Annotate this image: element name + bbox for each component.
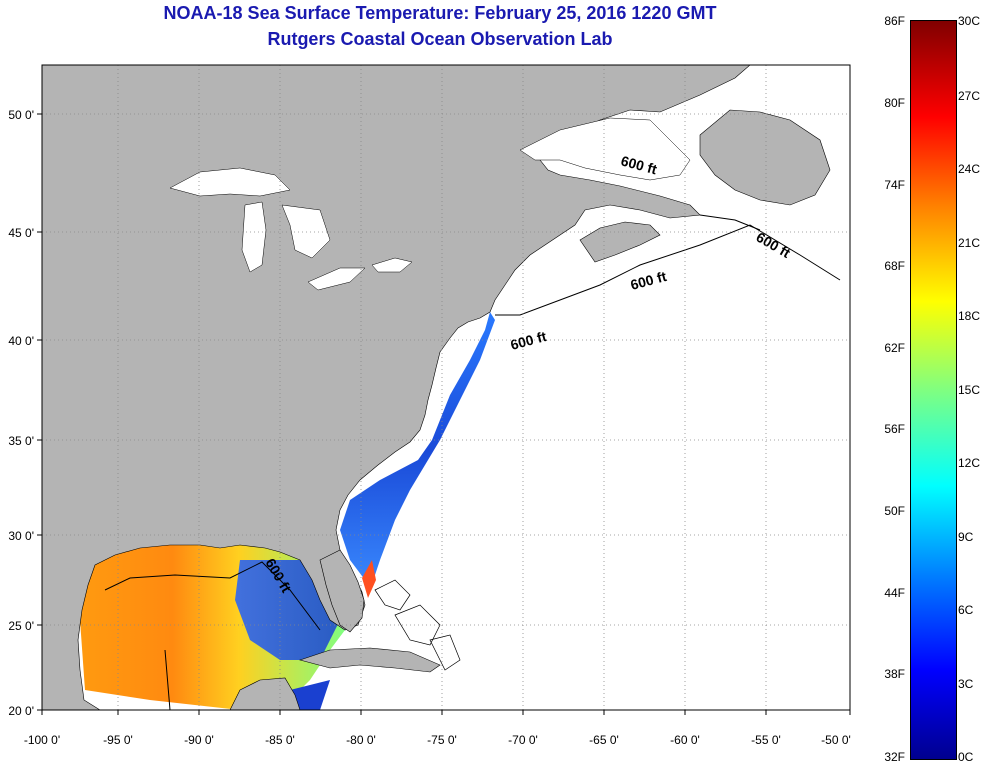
lake-michigan [241,201,267,273]
lat-label: 30 0' [8,529,34,543]
colorbar-f-label: 50F [884,504,905,518]
nova-scotia-land [579,221,661,263]
colorbar-c-label: 0C [958,750,974,764]
lon-label: -50 0' [821,733,851,747]
yucatan-land [229,677,301,710]
colorbar-f-label: 44F [884,586,905,600]
axis-ticks [37,113,851,715]
colorbar-f-label: 62F [884,341,905,355]
lake-superior [169,167,291,197]
bahamas-outline [374,579,461,671]
lat-label: 25 0' [8,619,34,633]
lake-huron [281,204,331,259]
lat-label: 45 0' [8,226,34,240]
colorbar-f-label: 32F [884,750,905,764]
colorbar-f-label: 56F [884,422,905,436]
colorbar-f-label: 74F [884,178,905,192]
lon-label: -55 0' [751,733,781,747]
gulf-stream-warm [362,560,376,598]
lon-label: -90 0' [184,733,214,747]
yucatan-cool-area [290,680,330,710]
colorbar-c-label: 30C [958,14,981,28]
temperature-colorbar [910,20,957,760]
map-title: NOAA-18 Sea Surface Temperature: Februar… [163,3,717,23]
newfoundland-land [699,109,831,206]
lake-ontario [371,257,413,273]
colorbar-c-label: 24C [958,162,981,176]
colorbar-c-label: 18C [958,309,981,323]
colorbar-c-label: 6C [958,603,974,617]
lon-label: -70 0' [508,733,538,747]
lon-label: -85 0' [265,733,295,747]
colorbar-c-label: 15C [958,383,981,397]
lake-erie [307,267,366,291]
colorbar-f-label: 80F [884,96,905,110]
colorbar-c-label: 21C [958,236,981,250]
lat-label: 20 0' [8,704,34,718]
lat-label: 50 0' [8,108,34,122]
north-america-land [42,65,751,710]
colorbar-c-label: 12C [958,456,981,470]
colorbar-c-label: 27C [958,89,981,103]
lat-label: 35 0' [8,434,34,448]
cuba-land [298,647,441,673]
colorbar-c-label: 3C [958,677,974,691]
map-subtitle: Rutgers Coastal Ocean Observation Lab [267,29,613,49]
colorbar-f-label: 86F [884,14,905,28]
map-frame [41,64,851,711]
latitude-labels: 50 0' 45 0' 40 0' 35 0' 30 0' 25 0' 20 0… [8,108,34,718]
longitude-labels: -100 0' -95 0' -90 0' -85 0' -80 0' -75 … [24,733,851,747]
contour-600ft-lines [104,214,841,710]
lon-label: -80 0' [346,733,376,747]
colorbar-f-label: 38F [884,667,905,681]
florida-land [319,549,365,633]
lon-label: -100 0' [24,733,60,747]
colorbar-c-label: 9C [958,530,974,544]
lon-label: -95 0' [103,733,133,747]
graticule [42,65,850,710]
lat-label: 40 0' [8,334,34,348]
gulf-of-st-lawrence [519,117,691,181]
lon-label: -65 0' [589,733,619,747]
colorbar-f-label: 68F [884,259,905,273]
atlantic-coastal-sst [340,312,495,590]
lon-label: -75 0' [427,733,457,747]
lon-label: -60 0' [670,733,700,747]
